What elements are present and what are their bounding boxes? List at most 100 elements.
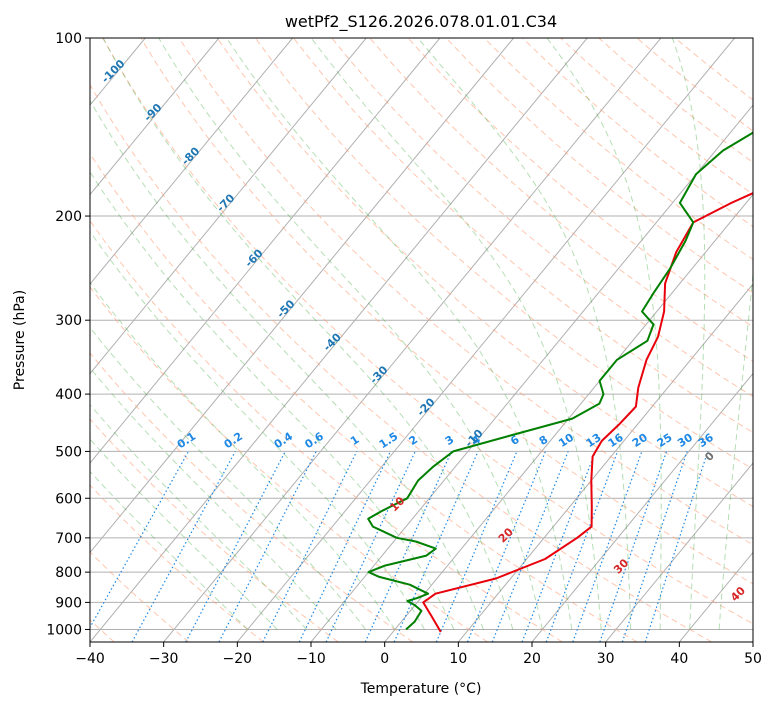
mixing-ratio-label: 20 <box>630 431 650 450</box>
dry-adiabat <box>90 484 264 642</box>
isotherm-line <box>752 641 753 642</box>
moist-adiabat <box>310 38 602 630</box>
isotherm-line <box>605 462 753 642</box>
y-axis-label: Pressure (hPa) <box>12 290 28 390</box>
isotherm-line <box>384 193 753 642</box>
isotherm-line <box>457 283 753 642</box>
mixing-ratio-label: 2 <box>407 433 421 448</box>
mixing-ratio-line <box>298 451 391 642</box>
mixing-ratio-line <box>435 451 518 642</box>
mixing-ratio-label: 0.4 <box>272 430 296 452</box>
mixing-ratio-label: 6 <box>508 433 522 448</box>
dry-adiabat <box>293 38 753 434</box>
y-axis-ticks: 1000 900 800 700 600 500 400 300 200 100 <box>46 31 90 638</box>
adiabat-label: -10 <box>462 427 485 450</box>
mixing-ratio-label: 0.2 <box>222 430 245 452</box>
mixing-ratio-line <box>491 451 569 642</box>
x-axis-ticks: −40 −30 −20 −10 0 10 20 30 40 50 <box>75 642 762 667</box>
adiabat-label: 10 <box>387 494 407 514</box>
x-tick-label: 40 <box>670 651 688 667</box>
isotherm-line <box>531 372 753 642</box>
adiabat-label: -100 <box>99 57 128 86</box>
mixing-ratio-line <box>621 451 688 642</box>
isotherm-line <box>90 38 514 554</box>
moist-adiabat <box>90 99 484 630</box>
isotherm-line <box>163 38 662 642</box>
x-tick-label: 10 <box>449 651 467 667</box>
mixing-ratio-lines <box>90 451 709 642</box>
moist-adiabat <box>90 171 455 630</box>
dry-adiabat <box>216 38 753 508</box>
isotherm-line <box>236 38 735 642</box>
adiabat-label: 40 <box>728 584 748 604</box>
mixing-ratio-line <box>393 451 479 642</box>
moist-adiabat <box>90 230 425 630</box>
mixing-ratio-line <box>131 451 236 642</box>
grid-lines <box>0 38 753 642</box>
adiabat-label: -70 <box>214 191 237 214</box>
mixing-ratio-line <box>90 451 189 629</box>
y-tick-label: 900 <box>55 595 82 611</box>
mixing-ratio-label: 13 <box>584 431 604 450</box>
dry-adiabat <box>636 38 753 132</box>
dry-adiabat <box>90 418 339 642</box>
dry-adiabat <box>331 38 753 398</box>
mixing-ratio-line <box>466 451 546 642</box>
moist-adiabat <box>90 367 337 630</box>
mixing-ratio-line <box>572 451 643 642</box>
adiabat-label: 20 <box>496 525 516 545</box>
moist-adiabat <box>90 403 307 630</box>
dry-adiabat <box>674 38 753 101</box>
chart-title: wetPf2_S126.2026.078.01.01.C34 <box>285 12 557 32</box>
moist-adiabats <box>90 38 753 630</box>
x-tick-label: −10 <box>296 651 326 667</box>
moist-adiabat <box>158 38 543 630</box>
moist-adiabat <box>546 38 662 630</box>
moist-adiabat <box>102 38 514 630</box>
dewpoint-line <box>367 131 753 631</box>
plot-area <box>0 38 753 642</box>
x-tick-label: 0 <box>380 651 389 667</box>
profile-series <box>367 131 753 633</box>
dry-adiabat <box>560 38 753 195</box>
adiabat-label: -60 <box>242 246 265 269</box>
isotherm-line <box>678 551 753 642</box>
x-tick-label: −30 <box>149 651 179 667</box>
adiabat-label: -90 <box>141 101 164 124</box>
mixing-ratio-line <box>644 451 709 642</box>
x-tick-label: 20 <box>523 651 541 667</box>
isotherm-line <box>90 38 367 375</box>
dry-adiabats <box>90 38 753 642</box>
isotherm-line <box>90 38 293 285</box>
dry-adiabat <box>254 38 753 470</box>
dry-adiabat <box>90 83 712 642</box>
dry-adiabat <box>445 38 753 294</box>
moist-adiabat <box>417 38 632 630</box>
dry-adiabat <box>90 152 638 642</box>
mixing-ratio-line <box>325 451 416 642</box>
x-tick-label: 30 <box>597 651 615 667</box>
isotherm-line <box>0 38 72 642</box>
mixing-ratio-label: 10 <box>556 431 576 450</box>
y-tick-label: 300 <box>55 313 82 329</box>
adiabat-label: -30 <box>367 363 390 386</box>
mixing-ratio-line <box>218 451 317 642</box>
mixing-ratio-line <box>185 451 286 642</box>
isotherm-line <box>310 104 753 642</box>
mixing-ratio-line <box>364 451 452 642</box>
y-tick-label: 1000 <box>46 622 82 638</box>
isotherm-line <box>90 38 441 464</box>
x-tick-label: 50 <box>744 651 762 667</box>
dry-adiabat <box>598 38 753 163</box>
moist-adiabat <box>718 269 753 630</box>
moist-adiabat <box>90 281 396 630</box>
x-tick-label: −20 <box>223 651 253 667</box>
moist-adiabat <box>226 38 573 630</box>
temperature-line <box>422 192 753 633</box>
y-tick-label: 100 <box>55 31 82 47</box>
adiabat-label: -40 <box>321 330 344 353</box>
mixing-ratio-label: 0.1 <box>175 430 198 452</box>
dry-adiabat <box>90 286 488 642</box>
y-tick-label: 500 <box>55 444 82 460</box>
